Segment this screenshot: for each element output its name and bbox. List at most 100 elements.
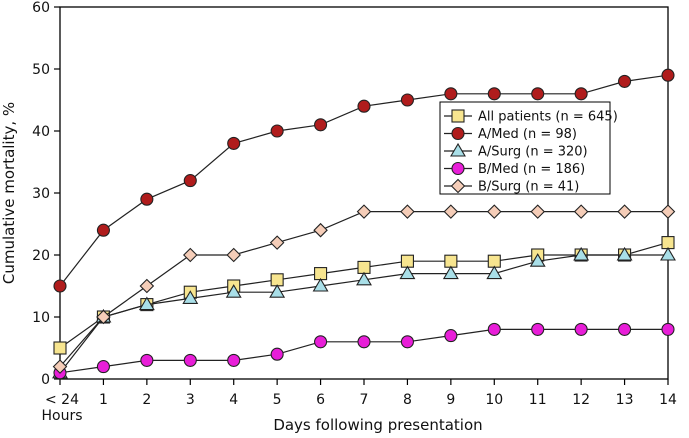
data-point (270, 273, 284, 287)
x-tick-label: 8 (403, 392, 412, 408)
data-point (313, 222, 328, 238)
data-point (529, 253, 546, 267)
legend: All patients (n = 645) A/Med (n = 98) A/Su… (439, 101, 618, 195)
series-layer (52, 68, 676, 380)
data-point (618, 322, 632, 336)
x-tick-label: 11 (529, 392, 547, 408)
series-5 (52, 204, 676, 374)
legend-item: A/Surg (n = 320) (444, 142, 588, 160)
legend-label: B/Med (n = 186) (478, 162, 585, 177)
y-tick-label: 40 (32, 124, 50, 140)
legend-label: A/Med (n = 98) (478, 127, 577, 142)
data-point (616, 246, 633, 261)
y-tick-label: 10 (32, 310, 50, 326)
data-point (400, 93, 414, 107)
legend-box (439, 101, 611, 195)
data-point (314, 118, 328, 132)
data-point (444, 329, 458, 343)
data-point (661, 68, 675, 82)
data-point (356, 204, 372, 219)
data-point (96, 223, 110, 237)
legend-item: B/Med (n = 186) (444, 161, 585, 177)
data-point (312, 277, 329, 292)
legend-marker (451, 161, 465, 176)
data-point (486, 265, 503, 280)
data-point (573, 204, 589, 219)
data-point (183, 174, 197, 188)
data-point (661, 322, 675, 336)
data-point (573, 246, 590, 261)
data-point (314, 267, 328, 281)
legend-label: All patients (n = 645) (478, 110, 618, 125)
data-point (660, 246, 676, 261)
data-point (270, 347, 284, 361)
data-point (138, 296, 155, 311)
data-point (227, 353, 241, 367)
data-point (226, 247, 241, 263)
data-point (227, 136, 241, 150)
y-tick-label: 20 (32, 248, 50, 264)
data-point (530, 204, 545, 219)
legend-item: B/Surg (n = 41) (444, 178, 579, 195)
legend-marker (451, 126, 465, 141)
data-point (52, 359, 68, 374)
x-tick-label: < 24 (45, 392, 79, 408)
y-axis-label: Cumulative mortality, % (0, 102, 18, 284)
x-axis-label: Days following presentation (273, 416, 482, 434)
data-point (140, 353, 154, 367)
x-tick-label: 5 (273, 392, 282, 408)
y-tick-label: 50 (32, 62, 50, 78)
data-point (225, 284, 242, 298)
data-point (357, 335, 371, 349)
data-point (443, 204, 459, 219)
data-point (400, 254, 414, 268)
data-point (140, 192, 154, 206)
data-point (269, 235, 285, 250)
data-point (574, 322, 588, 336)
data-point (400, 204, 415, 219)
legend-label: B/Surg (n = 41) (478, 180, 579, 195)
data-point (444, 87, 458, 101)
x-tick-sublabel: Hours (41, 408, 82, 424)
data-point (487, 87, 501, 101)
data-point (487, 204, 502, 219)
data-point (270, 124, 284, 138)
data-point (314, 335, 328, 349)
data-point (487, 322, 501, 336)
x-tick-label: 14 (659, 392, 677, 408)
data-point (357, 99, 371, 113)
x-tick-label: 3 (186, 392, 195, 408)
data-point (356, 271, 372, 286)
data-point (400, 335, 414, 349)
data-point (357, 260, 371, 274)
data-point (531, 322, 545, 336)
legend-item: All patients (n = 645) (444, 109, 618, 125)
data-point (182, 290, 199, 304)
x-tick-label: 12 (572, 392, 590, 408)
x-tick-label: 13 (616, 392, 634, 408)
data-point (96, 309, 111, 325)
data-point (531, 87, 545, 101)
data-point (442, 265, 459, 280)
data-point (139, 278, 155, 294)
y-axis: 0 10 20 30 40 50 60 (32, 0, 60, 388)
data-point (444, 254, 458, 268)
data-point (487, 254, 501, 268)
legend-marker (450, 142, 466, 157)
x-tick-label: 9 (446, 392, 455, 408)
series-2 (53, 68, 675, 293)
data-point (269, 284, 286, 298)
legend-marker (451, 109, 465, 123)
legend-marker (450, 178, 466, 194)
data-point (183, 247, 198, 263)
y-tick-label: 30 (32, 186, 50, 202)
data-point (96, 360, 110, 374)
y-tick-label: 60 (32, 0, 50, 16)
data-point (399, 265, 416, 280)
x-tick-label: 10 (485, 392, 503, 408)
data-point (617, 204, 632, 219)
x-tick-label: 6 (316, 392, 325, 408)
data-point (53, 279, 67, 293)
data-point (53, 341, 67, 355)
data-point (660, 204, 676, 219)
